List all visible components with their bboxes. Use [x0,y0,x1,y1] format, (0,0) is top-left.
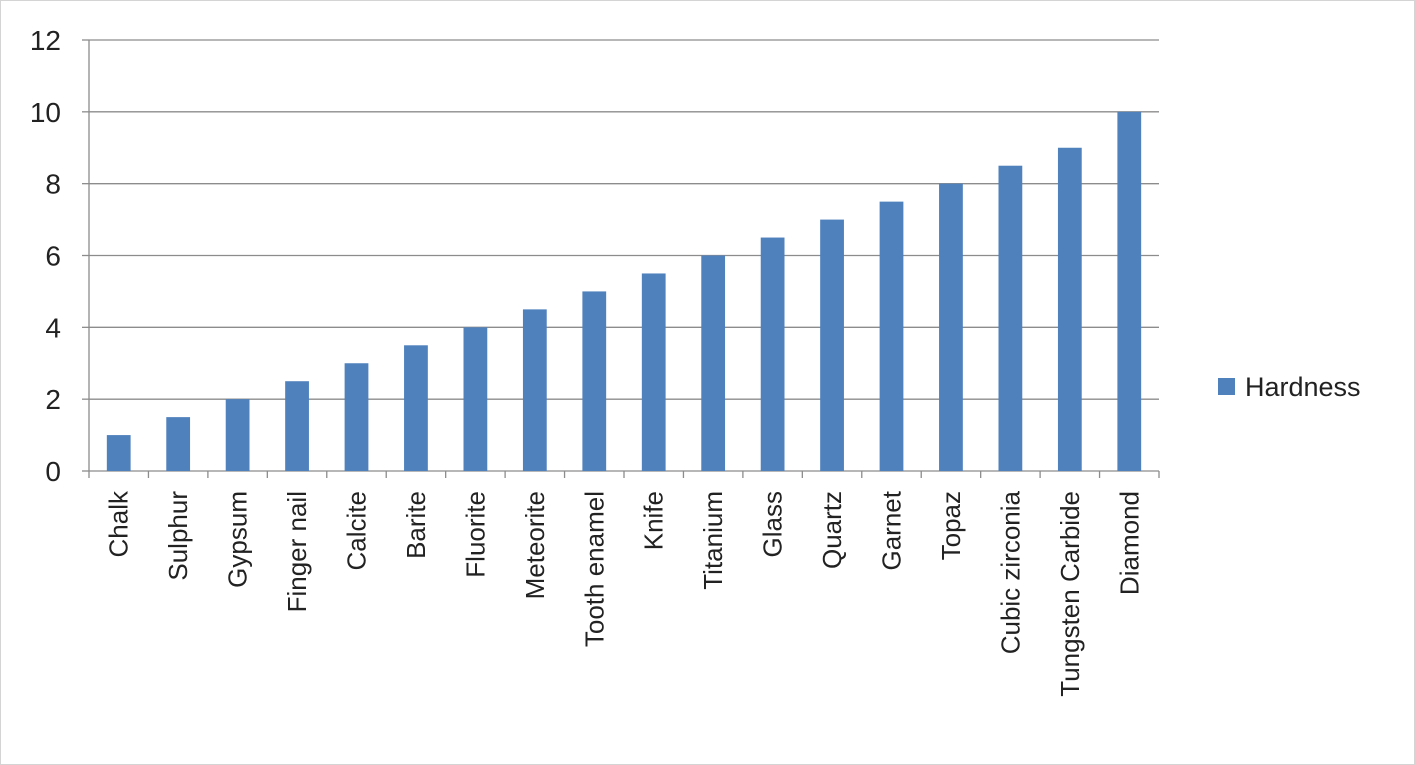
bar-diamond [1117,111,1142,471]
bar-calcite [344,363,369,471]
bar-chalk [106,435,131,471]
bar-tooth-enamel [582,291,607,471]
y-tick-label: 4 [45,312,61,343]
legend-swatch-hardness [1218,378,1235,395]
x-tick-label: Meteorite [520,491,550,599]
x-tick-label: Barite [401,491,431,559]
axes [82,39,1160,478]
x-tick-labels: Chalk Sulphur Gypsum Finger nail Calcite Bari… [104,490,1145,697]
bar-barite [404,345,428,471]
bar-quartz [820,219,844,471]
x-tick-label: Titanium [698,491,728,590]
x-tick-label: Knife [639,491,669,550]
bar-titanium [701,255,726,471]
y-tick-label: 6 [45,241,61,272]
x-tick-label: Calcite [342,491,372,570]
bar-knife [641,273,666,471]
x-tick-label: Finger nail [282,491,312,612]
x-tick-label: Diamond [1114,491,1144,595]
y-tick-label: 2 [45,384,61,415]
bar-tungsten-carbide [1057,147,1082,471]
y-tick-label: 10 [30,97,61,128]
bar-fluorite [463,327,488,471]
legend: Hardness [1218,372,1361,402]
legend-label-hardness: Hardness [1245,372,1361,402]
x-tick-label: Chalk [104,490,134,557]
bar-glass [760,237,785,471]
x-tick-label: Cubic zirconia [995,490,1025,654]
x-tick-label: Glass [758,491,788,557]
bar-cubic-zirconia [998,165,1023,472]
x-tick-label: Garnet [877,490,907,570]
x-tick-label: Sulphur [163,491,193,581]
y-tick-label: 0 [45,456,61,487]
x-tick-label: Tungsten Carbide [1055,491,1085,697]
y-tick-label: 8 [45,169,61,200]
bar-meteorite [522,309,547,471]
x-tick-label: Topaz [936,491,966,560]
x-tick-label: Fluorite [460,491,490,578]
bar-topaz [939,183,963,471]
x-tick-label: Gypsum [223,491,253,588]
x-tick-label: Tooth enamel [579,491,609,647]
y-tick-labels: 0 2 4 6 8 10 12 [30,25,61,487]
bar-sulphur [166,417,191,471]
bars [106,111,1142,472]
x-tick-label: Quartz [817,491,847,569]
bar-garnet [879,201,904,471]
bar-gypsum [225,399,250,471]
gridlines [89,39,1159,400]
y-tick-label: 12 [30,25,61,56]
bar-finger-nail [285,381,309,471]
